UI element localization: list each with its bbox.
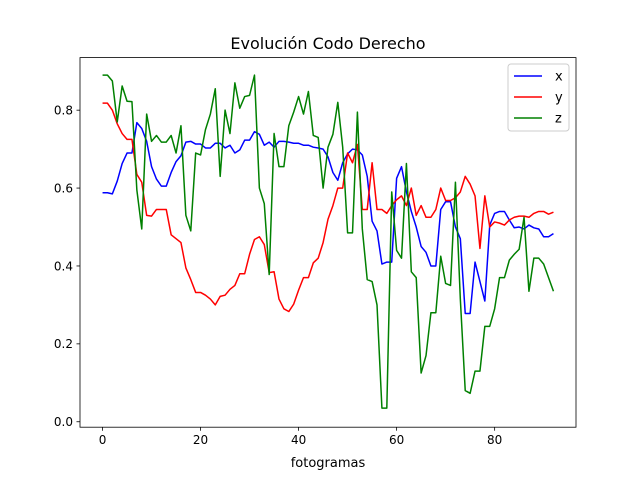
legend-label-z: z — [555, 112, 562, 127]
chart-title: Evolución Codo Derecho — [230, 34, 425, 53]
y-tick-label: 0.4 — [54, 259, 73, 273]
x-tick-label: 60 — [389, 433, 404, 447]
x-tick-label: 40 — [291, 433, 306, 447]
series-line-z — [102, 74, 555, 409]
x-tick-label: 20 — [193, 433, 208, 447]
y-tick-label: 0.0 — [54, 415, 73, 429]
x-axis-label: fotogramas — [291, 456, 366, 471]
legend-label-y: y — [555, 91, 563, 106]
y-axis-ticks: 0.0 0.2 0.4 0.6 0.8 — [54, 103, 80, 429]
plot-frame — [79, 57, 577, 428]
x-tick-label: 80 — [487, 433, 502, 447]
x-tick-label: 0 — [99, 433, 107, 447]
series-line-y — [102, 102, 554, 313]
y-tick-label: 0.6 — [54, 181, 73, 195]
y-tick-label: 0.2 — [54, 337, 73, 351]
x-axis-ticks: 0 20 40 60 80 — [99, 427, 502, 447]
series-lines — [102, 74, 555, 409]
legend-label-x: x — [555, 70, 563, 85]
legend: x y z — [507, 63, 570, 132]
series-line-x — [102, 121, 554, 315]
y-tick-label: 0.8 — [54, 103, 73, 117]
